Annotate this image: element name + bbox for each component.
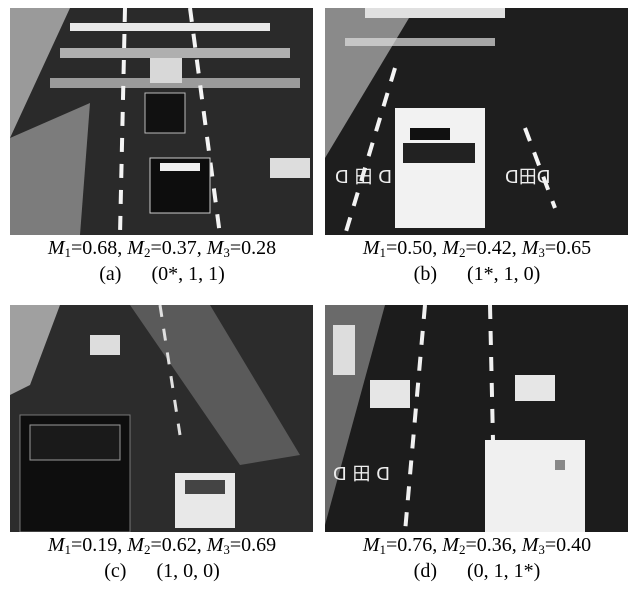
caption-label: (b) (1*, 1, 0) [325, 261, 629, 287]
metric-symbol: M [48, 534, 65, 556]
svg-text:ᗡ 田 ᗡ: ᗡ 田 ᗡ [335, 167, 392, 188]
metric-value: =0.69 [230, 534, 276, 556]
traffic-image [10, 8, 313, 235]
metric-value: =0.28 [230, 237, 276, 259]
metric-value: =0.65 [545, 237, 591, 259]
metric-value: =0.68, [71, 237, 122, 259]
panel-label: (d) [414, 560, 437, 582]
metric-symbol: M [442, 534, 459, 556]
caption-metrics: M1=0.19, M2=0.62, M3=0.69 [10, 532, 314, 558]
metric-symbol: M [522, 534, 539, 556]
panel: M1=0.68, M2=0.37, M3=0.28 (a) (0*, 1, 1) [10, 8, 314, 287]
panel: M1=0.19, M2=0.62, M3=0.69 (c) (1, 0, 0) [10, 305, 314, 584]
metric-symbol: M [442, 237, 459, 259]
caption-metrics: M1=0.50, M2=0.42, M3=0.65 [325, 235, 629, 261]
metric-value: =0.42, [465, 237, 516, 259]
metric-symbol: M [363, 534, 380, 556]
panel-code: (0, 1, 1*) [467, 560, 540, 582]
caption-label: (a) (0*, 1, 1) [10, 261, 314, 287]
figure: M1=0.68, M2=0.37, M3=0.28 (a)(0*, 1, 1) … [0, 0, 641, 595]
metric-symbol: M [207, 237, 224, 259]
metric-value: =0.19, [71, 534, 122, 556]
svg-text:ᗡ 田 ᗡ: ᗡ 田 ᗡ [333, 464, 390, 485]
metric-symbol: M [363, 237, 380, 259]
metric-value: =0.40 [545, 534, 591, 556]
metric-value: =0.50, [386, 237, 437, 259]
metric-symbol: M [127, 534, 144, 556]
metric-value: =0.37, [150, 237, 201, 259]
panel-label: (c) [104, 560, 126, 582]
caption-label: (d) (0, 1, 1*) [325, 558, 629, 584]
traffic-image: ᗡ 田 ᗡ ᗡ田ᗡ [325, 8, 628, 235]
metric-symbol: M [48, 237, 65, 259]
metric-symbol: M [522, 237, 539, 259]
panel-label: (b) [414, 263, 437, 285]
metric-symbol: M [127, 237, 144, 259]
caption-label: (c) (1, 0, 0) [10, 558, 314, 584]
panel-code: (1*, 1, 0) [467, 263, 540, 285]
traffic-image: ᗡ 田 ᗡ [325, 305, 628, 532]
caption-metrics: M1=0.68, M2=0.37, M3=0.28 [10, 235, 314, 261]
caption-metrics: M1=0.76, M2=0.36, M3=0.40 [325, 532, 629, 558]
metric-value: =0.76, [386, 534, 437, 556]
panel: ᗡ 田 ᗡ M1=0.76, M2=0.36, M3=0.40 (d) (0, 1… [325, 305, 629, 584]
metric-symbol: M [207, 534, 224, 556]
panel-label: (a) [99, 263, 121, 285]
panel-code: (0*, 1, 1) [151, 263, 224, 285]
metric-value: =0.62, [150, 534, 201, 556]
svg-text:ᗡ田ᗡ: ᗡ田ᗡ [505, 167, 551, 188]
panel: ᗡ 田 ᗡ ᗡ田ᗡ M1=0.50, M2=0.42, M3=0.65 (b)(… [325, 8, 629, 287]
metric-value: =0.36, [465, 534, 516, 556]
panel-code: (1, 0, 0) [156, 560, 219, 582]
traffic-image [10, 305, 313, 532]
